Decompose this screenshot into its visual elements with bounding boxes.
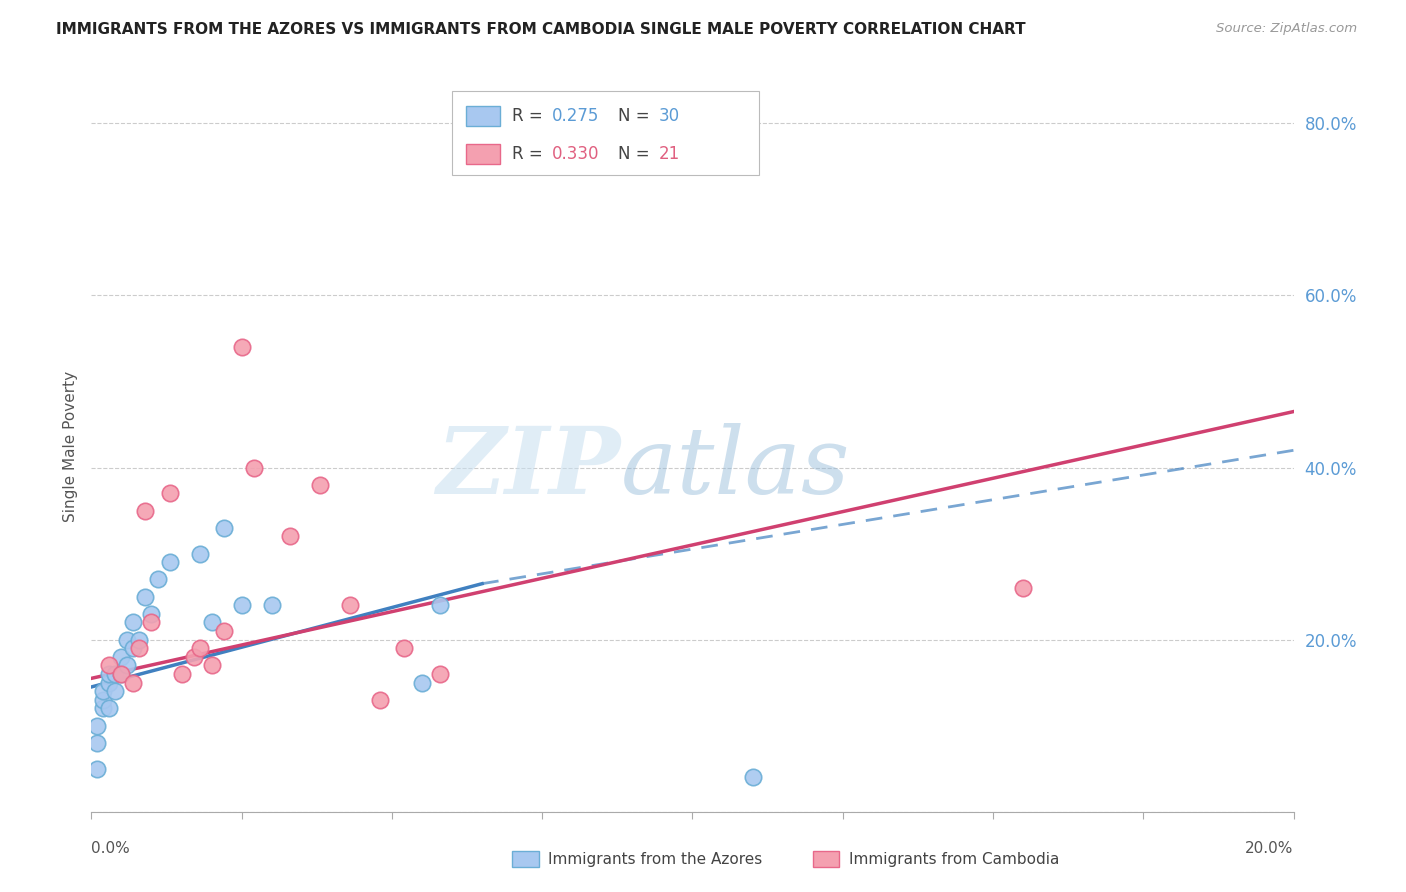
Text: 0.0%: 0.0%	[91, 841, 131, 856]
Point	[741, 770, 763, 784]
Point	[98, 675, 121, 690]
Point	[159, 555, 181, 569]
Point	[231, 598, 253, 612]
Point	[1012, 581, 1035, 595]
Point	[86, 736, 108, 750]
Text: Source: ZipAtlas.com: Source: ZipAtlas.com	[1216, 22, 1357, 36]
Point	[110, 649, 132, 664]
Text: IMMIGRANTS FROM THE AZORES VS IMMIGRANTS FROM CAMBODIA SINGLE MALE POVERTY CORRE: IMMIGRANTS FROM THE AZORES VS IMMIGRANTS…	[56, 22, 1026, 37]
FancyBboxPatch shape	[467, 144, 501, 164]
Text: 0.330: 0.330	[551, 145, 599, 163]
Point	[122, 615, 145, 630]
Text: ZIP: ZIP	[436, 423, 620, 513]
Point	[308, 477, 330, 491]
Point	[146, 573, 169, 587]
FancyBboxPatch shape	[512, 851, 538, 867]
Point	[128, 632, 150, 647]
Point	[242, 460, 264, 475]
Point	[141, 607, 163, 621]
Point	[104, 684, 127, 698]
Point	[128, 641, 150, 656]
Point	[98, 701, 121, 715]
Text: atlas: atlas	[620, 423, 849, 513]
Text: R =: R =	[512, 145, 548, 163]
Text: R =: R =	[512, 107, 548, 125]
FancyBboxPatch shape	[813, 851, 839, 867]
Point	[429, 598, 451, 612]
Point	[93, 684, 115, 698]
Point	[122, 641, 145, 656]
Text: 20.0%: 20.0%	[1246, 841, 1294, 856]
Point	[86, 762, 108, 776]
Text: 21: 21	[659, 145, 681, 163]
Text: N =: N =	[617, 107, 655, 125]
Text: 0.275: 0.275	[551, 107, 599, 125]
Point	[411, 675, 433, 690]
Point	[110, 667, 132, 681]
Point	[93, 701, 115, 715]
Point	[392, 641, 415, 656]
Point	[278, 529, 301, 543]
Point	[188, 641, 211, 656]
Text: 30: 30	[659, 107, 681, 125]
Point	[159, 486, 181, 500]
Point	[231, 340, 253, 354]
Point	[260, 598, 283, 612]
Point	[134, 590, 156, 604]
FancyBboxPatch shape	[451, 91, 759, 176]
Point	[104, 667, 127, 681]
Point	[201, 658, 224, 673]
Point	[183, 649, 205, 664]
Y-axis label: Single Male Poverty: Single Male Poverty	[62, 370, 77, 522]
Text: Immigrants from Cambodia: Immigrants from Cambodia	[849, 852, 1059, 867]
Point	[429, 667, 451, 681]
Point	[122, 675, 145, 690]
Point	[86, 719, 108, 733]
Text: N =: N =	[617, 145, 655, 163]
Point	[98, 658, 121, 673]
Text: Immigrants from the Azores: Immigrants from the Azores	[548, 852, 762, 867]
Point	[188, 547, 211, 561]
Point	[339, 598, 361, 612]
Point	[93, 693, 115, 707]
Point	[134, 503, 156, 517]
Point	[117, 658, 139, 673]
Point	[141, 615, 163, 630]
Point	[368, 693, 391, 707]
Point	[110, 667, 132, 681]
Point	[201, 615, 224, 630]
Point	[212, 624, 235, 638]
Point	[212, 521, 235, 535]
Point	[98, 667, 121, 681]
FancyBboxPatch shape	[467, 106, 501, 127]
Point	[117, 632, 139, 647]
Point	[170, 667, 193, 681]
